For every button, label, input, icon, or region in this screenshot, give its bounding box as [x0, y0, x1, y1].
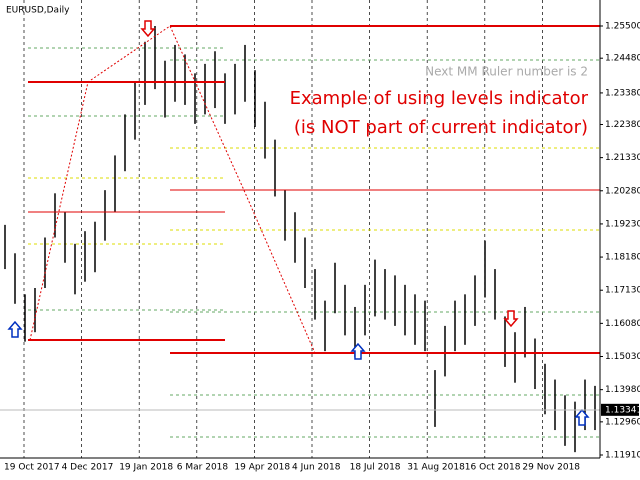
y-tick-label: 1.19230 — [605, 219, 640, 229]
x-tick-label: 16 Oct 2018 — [465, 463, 521, 473]
y-tick-label: 1.11910 — [605, 451, 640, 461]
y-tick-label: 1.25500 — [605, 21, 640, 31]
zigzag — [29, 25, 316, 354]
current-price-label: 1.13341 — [605, 405, 640, 415]
down-arrow — [140, 20, 156, 38]
y-tick-label: 1.13980 — [605, 385, 640, 395]
levels — [28, 25, 600, 354]
y-tick-label: 1.16080 — [605, 319, 640, 329]
y-tick-label: 1.20280 — [605, 186, 640, 196]
x-tick-label: 29 Nov 2018 — [522, 463, 580, 473]
y-tick-label: 1.17130 — [605, 286, 640, 296]
grid — [23, 0, 543, 458]
axes: 1.25500 1.24480 1.23380 1.22380 1.21330 1.202… — [4, 21, 640, 472]
y-tick-label: 1.12960 — [605, 417, 640, 427]
y-tick-label: 1.22380 — [605, 120, 640, 130]
level-lines — [28, 47, 600, 438]
chart-title: EURUSD,Daily — [6, 6, 70, 16]
arrows — [7, 20, 590, 426]
y-tick-label: 1.18180 — [605, 253, 640, 263]
x-tick-label: 31 Aug 2018 — [407, 463, 465, 473]
x-tick-label: 19 Jan 2018 — [119, 463, 173, 473]
annotation: (is NOT part of current indicator) — [294, 117, 588, 138]
up-arrow — [350, 342, 366, 360]
x-tick-label: 4 Dec 2017 — [62, 463, 114, 473]
y-tick-label: 1.23380 — [605, 88, 640, 98]
x-tick-label: 19 Apr 2018 — [234, 463, 290, 473]
x-tick-label: 6 Mar 2018 — [177, 463, 229, 473]
current-price-box — [601, 403, 639, 416]
up-arrow — [7, 320, 23, 338]
x-tick-label: 18 Jul 2018 — [350, 463, 401, 473]
x-tick-label: 4 Jun 2018 — [292, 463, 341, 473]
price-bars — [4, 25, 596, 453]
y-tick-label: 1.24480 — [605, 54, 640, 64]
y-tick-label: 1.15030 — [605, 352, 640, 362]
annotation: Example of using levels indicator — [290, 88, 589, 109]
y-tick-label: 1.21330 — [605, 153, 640, 163]
x-tick-label: 19 Oct 2017 — [4, 463, 60, 473]
down-arrow — [503, 310, 519, 328]
ruler-note: Next MM Ruler number is 2 — [425, 65, 588, 79]
up-arrow — [574, 408, 590, 426]
